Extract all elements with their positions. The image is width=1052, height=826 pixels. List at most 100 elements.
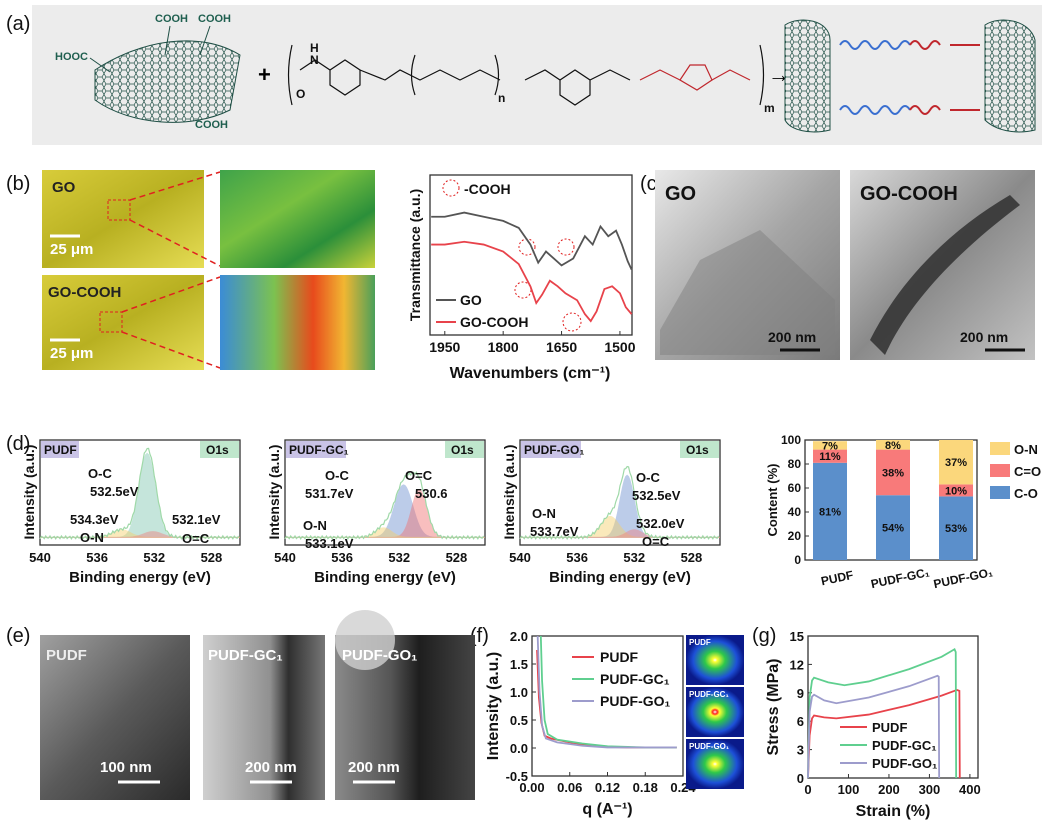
ytick-label: 0.0 xyxy=(510,741,528,756)
go-group-cooh-1: COOH xyxy=(155,13,188,25)
panel-b-images: GO GO-COOH 25 μm 25 μm xyxy=(42,170,375,370)
atom-n: N xyxy=(310,53,319,67)
micrograph-go-cooh xyxy=(42,275,204,370)
xtick-label: 300 xyxy=(919,782,941,797)
xtick-label: 400 xyxy=(959,782,981,797)
xps-xlabel: Binding energy (eV) xyxy=(69,569,211,586)
series-pudf-go1 xyxy=(536,635,677,749)
bar-value-label: 10% xyxy=(945,485,967,497)
xps-xtick-label: 536 xyxy=(566,550,588,565)
ftir-series-go xyxy=(431,211,633,270)
xps-xtick-label: 528 xyxy=(201,550,223,565)
atom-o: O xyxy=(296,87,305,101)
raman-map-go-cooh xyxy=(220,275,375,370)
bar-segment-c-o xyxy=(813,462,847,560)
xps-annotation: 530.6 xyxy=(415,486,448,501)
go-group-hooc: HOOC xyxy=(55,51,88,63)
legend-label: PUDF xyxy=(872,720,907,735)
bar-value-label: 7% xyxy=(822,440,838,452)
tem-go-cooh-scale: 200 nm xyxy=(960,329,1008,345)
xps-tag-badge xyxy=(200,441,239,458)
xps-xtick-label: 532 xyxy=(388,550,410,565)
plot-axes xyxy=(807,635,979,779)
bar-value-label: 81% xyxy=(819,506,841,518)
ylabel: Stress (MPa) xyxy=(765,659,782,756)
legend-label: PUDF-GC₁ xyxy=(600,671,670,687)
panel-label-g: (g) xyxy=(752,625,776,647)
bar-segment-o-n xyxy=(813,441,847,450)
panel-label-a: (a) xyxy=(6,13,30,35)
go-group-cooh-2: COOH xyxy=(198,13,231,25)
bar-ytick-label: 80 xyxy=(788,457,802,471)
ftir-legend-go: GO xyxy=(460,292,482,308)
xlabel: Strain (%) xyxy=(856,803,931,820)
tem-pudf-go1-label: PUDF-GO₁ xyxy=(342,647,417,664)
ftir-xtick-label: 1950 xyxy=(429,339,460,355)
bar-segment-ceo xyxy=(813,449,847,463)
series-pudf-go1 xyxy=(807,674,941,779)
xps-annotation: 532.5eV xyxy=(90,484,139,499)
xtick-label: 200 xyxy=(878,782,900,797)
bar-category-label: PUDF-GC₁ xyxy=(870,565,931,591)
bar-legend-label: C-O xyxy=(1014,486,1038,501)
xtick-label: 100 xyxy=(838,782,860,797)
xps-axes xyxy=(519,439,721,546)
tem-go-scale: 200 nm xyxy=(768,329,816,345)
bar-ytick-label: 60 xyxy=(788,481,802,495)
bar-category-label: PUDF xyxy=(820,568,855,588)
ytick-label: 15 xyxy=(790,629,804,644)
tem-go-cooh-label: GO-COOH xyxy=(860,183,958,205)
panel-a-schematic: HOOC COOH COOH COOH + H N O n m → xyxy=(32,5,1042,145)
xps-title-badge xyxy=(41,441,79,458)
xps-annotation: O-C xyxy=(325,468,349,483)
bar-ytick-label: 40 xyxy=(788,505,802,519)
xps-annotation: O-N xyxy=(80,530,104,545)
raman-map-go xyxy=(220,170,375,268)
xps-xlabel: Binding energy (eV) xyxy=(314,569,456,586)
series-pudf-gc1 xyxy=(807,647,958,779)
tem-pudf-go1-scale: 200 nm xyxy=(348,759,400,776)
xps-axes xyxy=(39,439,241,546)
xps-annotation: 534.3eV xyxy=(70,512,119,527)
bar-value-label: 8% xyxy=(885,440,901,452)
saxs-pattern-label-go1: PUDF-GO₁ xyxy=(689,742,730,751)
xps-title: PUDF xyxy=(44,443,77,457)
xps-envelope xyxy=(284,471,485,540)
xps-annotation: O-C xyxy=(88,466,112,481)
xps-title-badge xyxy=(286,441,346,458)
xps-xtick-label: 532 xyxy=(143,550,165,565)
xps-gc1-chart: 540 536 532 528 Binding energy (eV) Intensity… xyxy=(266,439,486,586)
ftir-xlabel: Wavenumbers (cm⁻¹) xyxy=(450,365,611,382)
xps-tag-badge xyxy=(445,441,484,458)
bar-ylabel: Content (%) xyxy=(765,464,780,537)
saxs-pattern-pudf-gc1 xyxy=(686,687,744,737)
xps-xtick-label: 540 xyxy=(29,550,51,565)
panel-e-images: PUDF PUDF-GC₁ PUDF-GO₁ 100 nm 200 nm 200… xyxy=(40,610,475,800)
xps-xtick-label: 528 xyxy=(446,550,468,565)
micrograph-go-cooh-label: GO-COOH xyxy=(48,284,121,301)
bar-legend-swatch xyxy=(990,442,1010,455)
tem-pudf xyxy=(40,635,190,800)
xps-ylabel: Intensity (a.u.) xyxy=(21,445,37,540)
polymer-structure xyxy=(287,44,765,106)
bar-legend-label: O-N xyxy=(1014,442,1038,457)
xps-title: PUDF-GC₁ xyxy=(289,443,349,457)
xps-annotation: O-N xyxy=(532,506,556,521)
ytick-label: 2.0 xyxy=(510,629,528,644)
bar-ytick-label: 20 xyxy=(788,529,802,543)
panel-label-e: (e) xyxy=(6,625,30,647)
saxs-pattern-label-pudf: PUDF xyxy=(689,638,711,647)
bar-segment-o-n xyxy=(876,440,910,450)
ytick-label: 3 xyxy=(797,743,804,758)
legend-label: PUDF-GC₁ xyxy=(872,738,937,753)
ytick-label: 1.0 xyxy=(510,685,528,700)
saxs-pattern-label-gc1: PUDF-GC₁ xyxy=(689,690,729,699)
xps-annotation: O=C xyxy=(405,468,433,483)
go-group-cooh-3: COOH xyxy=(195,119,228,131)
tem-pudf-gc1 xyxy=(203,635,325,800)
xps-annotation: 532.5eV xyxy=(632,488,681,503)
xps-xtick-label: 540 xyxy=(274,550,296,565)
xps-tag-badge xyxy=(680,441,719,458)
ytick-label: -0.5 xyxy=(506,769,528,784)
xps-xlabel: Binding energy (eV) xyxy=(549,569,691,586)
